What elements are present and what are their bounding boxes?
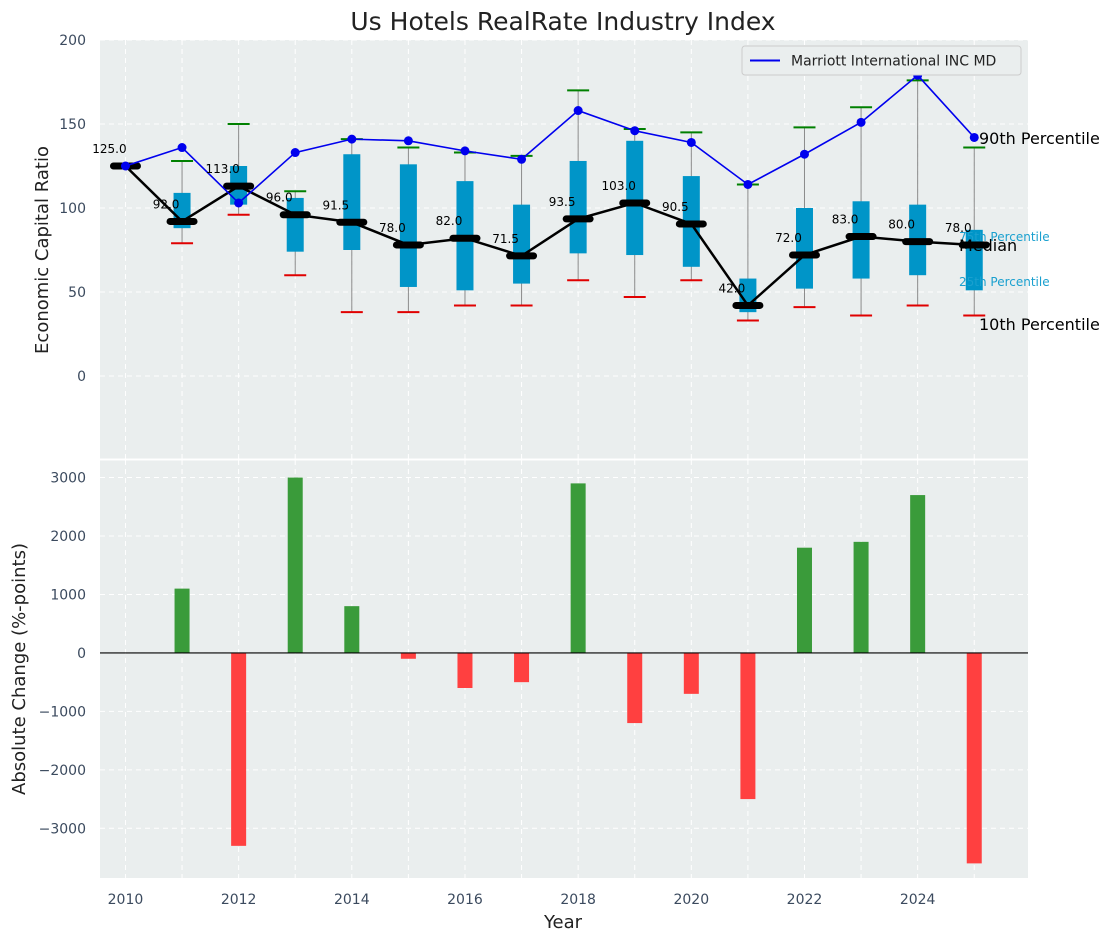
company-point [630,126,640,136]
median-value-label: 42.0 [719,281,746,295]
change-bar [287,477,303,653]
change-bar [514,652,530,683]
median-value-label: 113.0 [205,162,239,176]
annotation-75th-percentile: 75th Percentile [959,230,1050,244]
annotation-90th-percentile: 90th Percentile [979,129,1100,148]
bottom-y-tick: 2000 [50,529,86,545]
change-bar [910,495,926,653]
change-bar [174,588,190,653]
annotation-10th-percentile: 10th Percentile [979,315,1100,334]
top-y-tick: 100 [59,201,86,217]
annotation-25th-percentile: 25th Percentile [959,275,1050,289]
median-value-labels: 125.0 92.0 113.0 96.0 91.5 78.0 82.0 71.5 93.5 10… [92,142,971,295]
bottom-panel-background [100,460,1028,878]
chart-title: Us Hotels RealRate Industry Index [350,7,775,36]
median-value-label: 71.5 [492,232,519,246]
change-bar [853,541,869,653]
x-tick: 2014 [334,892,370,908]
x-tick: 2022 [787,892,823,908]
top-y-tick-labels: 0 50 100 150 200 [59,33,86,385]
change-bar [966,652,982,864]
median-value-label: 78.0 [379,221,406,235]
x-tick-labels: 2010 2012 2014 2016 2018 2020 2022 2024 [108,892,936,908]
company-point [177,143,187,153]
bottom-y-tick: −3000 [39,821,86,837]
change-bar [344,606,360,653]
bottom-y-tick-labels: −3000 −2000 −1000 0 1000 2000 3000 [39,471,86,838]
company-point [403,136,413,146]
median-value-label: 82.0 [436,214,463,228]
top-y-tick: 200 [59,33,86,49]
median-series [109,162,990,309]
iqr-box [286,197,304,252]
median-line [124,165,975,308]
company-point [686,137,696,147]
change-bar [457,652,473,688]
median-value-label: 125.0 [92,142,126,156]
legend: Marriott International INC MD [741,45,1022,76]
x-tick: 2010 [108,892,144,908]
median-value-label: 92.0 [153,197,180,211]
company-point [120,161,130,171]
percentile-annotations: 90th Percentile 75th Percentile Median 2… [959,129,1100,334]
iqr-box [513,204,531,284]
x-tick: 2020 [673,892,709,908]
median-value-label: 83.0 [832,213,859,227]
x-axis-label: Year [543,912,583,933]
iqr-box [569,160,587,254]
median-value-label: 78.0 [945,221,972,235]
bottom-y-tick: −1000 [39,704,86,720]
company-point [743,179,753,189]
company-point [234,198,244,208]
iqr-box [343,154,361,250]
company-point [856,117,866,127]
company-point [573,106,583,116]
median-value-label: 93.5 [549,195,576,209]
change-bar [683,652,699,694]
bottom-y-tick: 0 [77,646,86,662]
median-value-label: 103.0 [602,179,636,193]
x-tick: 2018 [560,892,596,908]
company-point [460,146,470,156]
top-y-axis-label: Economic Capital Ratio [32,146,53,354]
top-y-tick: 150 [59,117,86,133]
top-y-tick: 0 [77,369,86,385]
median-value-label: 72.0 [775,231,802,245]
bottom-y-tick: 1000 [50,587,86,603]
company-point [517,154,527,164]
median-value-label: 91.5 [322,198,349,212]
median-value-label: 80.0 [888,218,915,232]
change-bar [231,652,247,846]
top-panel-background [100,40,1028,460]
bottom-y-tick: 3000 [50,471,86,487]
annotation-median: Median [959,236,1017,255]
company-point [347,134,357,144]
x-tick: 2016 [447,892,483,908]
company-line [125,74,975,205]
change-bar [740,652,756,800]
company-point [290,148,300,158]
median-value-label: 96.0 [266,191,293,205]
bottom-y-tick: −2000 [39,763,86,779]
change-bar [400,652,416,659]
change-bar [627,652,643,724]
bottom-y-axis-label: Absolute Change (%-points) [9,543,30,795]
median-value-label: 90.5 [662,200,689,214]
company-point [799,149,809,159]
legend-label-company: Marriott International INC MD [791,54,996,70]
x-tick: 2012 [221,892,257,908]
company-point [969,132,979,142]
change-bars [174,477,982,864]
legend-box [741,45,1022,76]
change-bar [796,547,812,653]
change-bar [570,483,586,653]
iqr-box [795,208,813,289]
iqr-box [399,164,417,287]
iqr-box [626,140,644,256]
top-y-tick: 50 [68,285,86,301]
x-tick: 2024 [900,892,936,908]
